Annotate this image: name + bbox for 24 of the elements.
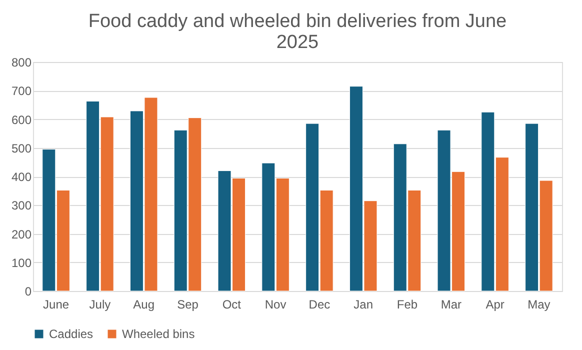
x-tick-label: Feb xyxy=(396,298,418,312)
legend-label: Caddies xyxy=(49,327,94,341)
x-tick-label: May xyxy=(528,298,550,312)
chart-title: Food caddy and wheeled bin deliveries from June 2025 xyxy=(88,11,507,53)
y-tick-label: 700 xyxy=(11,84,32,98)
x-tick-label: June xyxy=(43,298,70,312)
y-tick-label: 600 xyxy=(11,112,32,127)
y-tick-label: 300 xyxy=(11,198,32,213)
y-tick-label: 800 xyxy=(11,56,32,70)
y-tick-label: 0 xyxy=(24,284,32,298)
y-tick-label: 100 xyxy=(11,256,32,270)
y-tick-label: 200 xyxy=(11,227,32,242)
y-tick-label: 500 xyxy=(11,141,32,156)
x-tick-label: Jan xyxy=(354,298,374,312)
x-tick-label: July xyxy=(89,298,111,312)
x-tick-label: Dec xyxy=(308,298,330,312)
legend-label: Wheeled bins xyxy=(122,327,195,341)
x-tick-label: Mar xyxy=(440,298,462,312)
x-tick-label: Oct xyxy=(222,298,242,312)
x-tick-label: Aug xyxy=(133,298,155,312)
x-tick-label: Sep xyxy=(177,298,199,312)
y-tick-label: 400 xyxy=(11,170,32,184)
x-tick-label: Nov xyxy=(264,298,286,312)
x-tick-label: Apr xyxy=(486,298,504,312)
